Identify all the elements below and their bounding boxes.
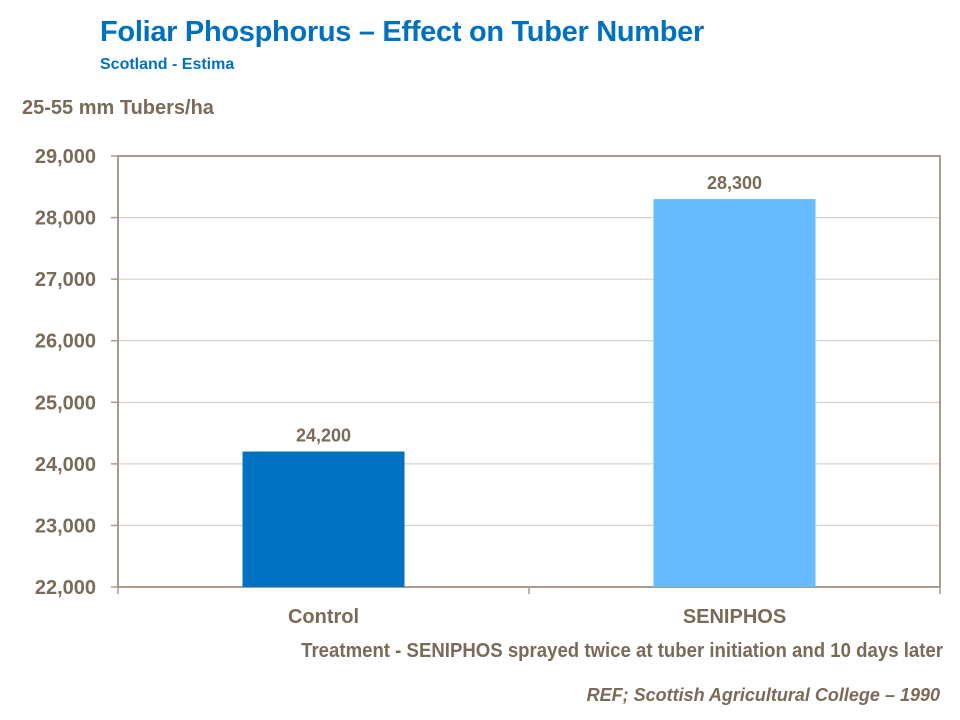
y-tick-label: 23,000 <box>35 515 96 537</box>
data-label: 28,300 <box>707 173 762 193</box>
x-tick-label: SENIPHOS <box>683 606 786 628</box>
chart-title: Foliar Phosphorus – Effect on Tuber Numb… <box>100 16 704 48</box>
y-tick-label: 28,000 <box>35 208 96 230</box>
y-tick-label: 26,000 <box>35 331 96 353</box>
y-tick-label: 24,000 <box>35 454 96 476</box>
y-tick-label: 25,000 <box>35 392 96 414</box>
data-label: 24,200 <box>296 426 351 446</box>
y-axis-label: 25-55 mm Tubers/ha <box>22 97 214 119</box>
reference-note: REF; Scottish Agricultural College – 199… <box>586 685 940 705</box>
bar-seniphos <box>653 199 816 587</box>
y-tick-label: 29,000 <box>35 146 96 168</box>
y-tick-label: 22,000 <box>35 577 96 599</box>
plot-area-border <box>117 155 941 588</box>
chart-subtitle: Scotland - Estima <box>100 56 235 73</box>
bar-control <box>242 451 405 587</box>
x-tick-label: Control <box>288 606 359 628</box>
y-tick-label: 27,000 <box>35 269 96 291</box>
x-axis-label: Treatment - SENIPHOS sprayed twice at tu… <box>301 640 943 662</box>
